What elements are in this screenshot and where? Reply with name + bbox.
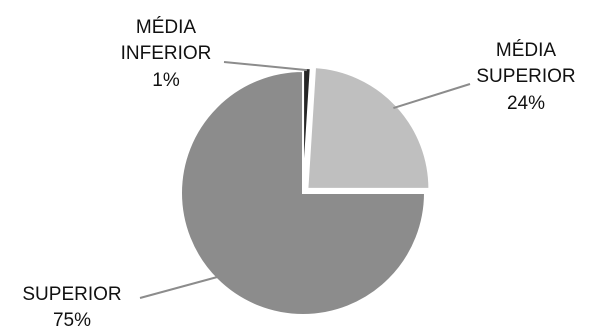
slice-label-superior: SUPERIOR 75% xyxy=(22,284,121,327)
pie-slices xyxy=(180,66,431,316)
leader-line-media-inferior xyxy=(223,61,307,72)
pie-slice-media-superior xyxy=(306,66,431,190)
slice-label-media-inferior-percent: 1% xyxy=(152,70,180,91)
slice-label-media-superior-percent: 24% xyxy=(507,93,545,114)
slice-label-media-inferior-line2: INFERIOR xyxy=(121,43,212,64)
leader-lines xyxy=(139,61,471,299)
pie-slice-superior xyxy=(180,69,427,316)
slice-label-superior-percent: 75% xyxy=(53,310,91,327)
slice-label-superior-line1: SUPERIOR xyxy=(22,284,121,305)
slice-label-media-superior-line2: SUPERIOR xyxy=(476,66,575,87)
leader-line-media-superior xyxy=(393,83,471,110)
pie-slice-media-inferior xyxy=(302,67,312,191)
slice-label-media-inferior: MÉDIA INFERIOR 1% xyxy=(121,17,212,91)
slice-label-media-superior-line1: MÉDIA xyxy=(496,40,557,61)
slice-label-media-inferior-line1: MÉDIA xyxy=(136,17,197,38)
leader-line-superior xyxy=(139,275,220,299)
slice-label-media-superior: MÉDIA SUPERIOR 24% xyxy=(476,40,575,114)
